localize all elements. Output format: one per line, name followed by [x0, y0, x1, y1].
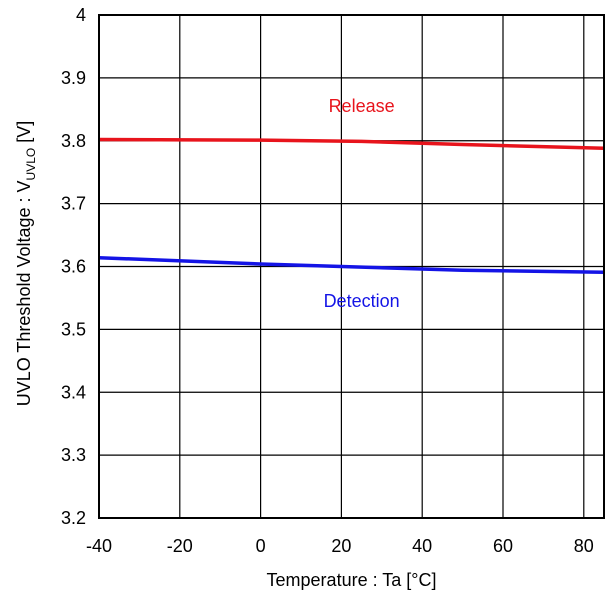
x-tick-label: 60 — [493, 536, 513, 556]
y-tick-label: 3.6 — [61, 257, 86, 277]
y-axis-title-subscript: UVLO — [24, 148, 38, 181]
x-tick-label: 40 — [412, 536, 432, 556]
y-tick-label: 3.9 — [61, 68, 86, 88]
y-tick-label: 3.3 — [61, 445, 86, 465]
x-tick-label: 80 — [574, 536, 594, 556]
series-label-detection: Detection — [324, 291, 400, 311]
series-line-release — [98, 137, 605, 151]
x-tick-label: -20 — [167, 536, 193, 556]
y-tick-label: 3.2 — [61, 508, 86, 528]
y-tick-labels: 3.2 3.3 3.4 3.5 3.6 3.7 3.8 3.9 4 — [61, 5, 86, 528]
y-tick-label: 3.4 — [61, 382, 86, 402]
series-lines — [98, 137, 605, 274]
x-axis-title: Temperature : Ta [°C] — [267, 570, 437, 590]
x-tick-labels: -40 -20 0 20 40 60 80 — [86, 536, 594, 556]
y-axis-title-unit: [V] — [14, 121, 34, 148]
y-axis-title-main: UVLO Threshold Voltage : V — [14, 180, 34, 406]
plot-frame — [98, 14, 605, 519]
series-line-detection — [98, 255, 605, 274]
x-tick-label: 0 — [256, 536, 266, 556]
series-labels: Release Detection — [324, 96, 400, 311]
series-label-release: Release — [329, 96, 395, 116]
x-tick-label: 20 — [331, 536, 351, 556]
x-tick-label: -40 — [86, 536, 112, 556]
y-tick-label: 3.7 — [61, 194, 86, 214]
y-tick-label: 4 — [76, 5, 86, 25]
y-axis-title: UVLO Threshold Voltage : VUVLO [V] — [14, 121, 38, 407]
y-tick-label: 3.5 — [61, 319, 86, 339]
y-tick-label: 3.8 — [61, 131, 86, 151]
